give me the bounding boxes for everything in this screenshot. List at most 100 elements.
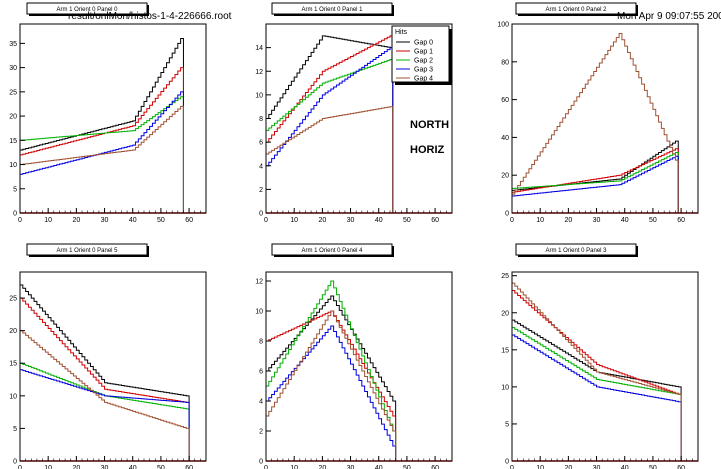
y-tick-label: 10	[255, 92, 263, 99]
histogram-series-gap-4	[265, 106, 394, 213]
y-tick-label: 0	[13, 459, 17, 466]
histogram-series-gap-3	[265, 325, 397, 461]
legend-entry: Gap 4	[414, 76, 433, 83]
y-tick-label: 25	[501, 273, 509, 280]
histogram-series-gap-3	[19, 91, 184, 213]
legend-box	[391, 25, 450, 83]
x-tick-label: 40	[621, 217, 629, 224]
x-tick-label: 10	[290, 217, 298, 224]
plot-frame	[19, 23, 207, 214]
histogram-series-gap-3	[19, 369, 190, 461]
histogram-series-gap-0	[265, 295, 397, 461]
panel-title: Arm 1 Orient 0 Panel 3	[545, 248, 607, 254]
x-tick-label: 50	[403, 465, 411, 469]
panel-title: Arm 1 Orient 0 Panel 0	[56, 7, 118, 13]
x-tick-label: 60	[677, 465, 685, 469]
y-tick-label: 2	[259, 187, 263, 194]
y-tick-label: 0	[505, 211, 509, 218]
y-tick-label: 15	[9, 361, 17, 368]
legend-title: Hits	[395, 29, 408, 36]
y-tick-label: 10	[255, 309, 263, 316]
panel-title: Arm 1 Orient 0 Panel 2	[545, 7, 607, 13]
x-tick-label: 40	[129, 465, 137, 469]
y-tick-label: 12	[255, 69, 263, 76]
x-tick-label: 20	[72, 465, 80, 469]
plot-frame	[511, 271, 699, 462]
x-tick-label: 60	[185, 465, 193, 469]
legend-entry: Gap 1	[414, 49, 433, 56]
y-tick-label: 8	[259, 339, 263, 346]
x-tick-label: 40	[375, 217, 383, 224]
x-tick-label: 30	[101, 217, 109, 224]
histogram-series-gap-1	[511, 290, 682, 461]
y-tick-label: 25	[9, 89, 17, 96]
histogram-series-gap-4	[265, 310, 397, 461]
x-tick-label: 0	[18, 217, 22, 224]
y-tick-label: 5	[13, 186, 17, 193]
x-tick-label: 50	[157, 217, 165, 224]
y-tick-label: 10	[9, 162, 17, 169]
histogram-series-gap-2	[265, 280, 397, 461]
x-tick-label: 0	[510, 465, 514, 469]
histogram-series-gap-3	[511, 155, 679, 213]
histogram-series-gap-4	[511, 282, 682, 461]
y-tick-label: 10	[9, 393, 17, 400]
y-tick-label: 4	[259, 163, 263, 170]
y-tick-label: 20	[9, 328, 17, 335]
histogram-series-gap-3	[511, 334, 682, 461]
y-tick-label: 40	[501, 135, 509, 142]
y-tick-label: 6	[259, 369, 263, 376]
histogram-series-gap-4	[19, 105, 184, 213]
x-tick-label: 50	[649, 465, 657, 469]
x-tick-label: 60	[431, 465, 439, 469]
plot-frame	[19, 271, 207, 462]
x-tick-label: 50	[157, 465, 165, 469]
x-tick-label: 10	[44, 217, 52, 224]
x-tick-label: 10	[290, 465, 298, 469]
x-tick-label: 30	[347, 217, 355, 224]
panel-title-box	[26, 243, 148, 256]
panel-title-box	[26, 2, 148, 15]
histogram-series-gap-4	[511, 32, 679, 213]
y-tick-label: 15	[9, 138, 17, 145]
y-tick-label: 0	[259, 459, 263, 466]
x-tick-label: 0	[264, 217, 268, 224]
y-tick-label: 100	[497, 22, 509, 29]
x-tick-label: 20	[564, 217, 572, 224]
y-tick-label: 20	[9, 114, 17, 121]
x-tick-label: 10	[44, 465, 52, 469]
x-tick-label: 10	[536, 217, 544, 224]
histogram-series-gap-2	[511, 152, 679, 213]
x-tick-label: 60	[185, 217, 193, 224]
x-tick-label: 20	[564, 465, 572, 469]
panel-title: Arm 1 Orient 0 Panel 4	[301, 248, 363, 254]
x-tick-label: 20	[318, 217, 326, 224]
plot-frame	[265, 271, 453, 462]
x-tick-label: 40	[129, 217, 137, 224]
y-tick-label: 80	[501, 59, 509, 66]
y-tick-label: 20	[501, 310, 509, 317]
histogram-series-gap-1	[19, 297, 190, 461]
histogram-series-gap-1	[511, 148, 679, 213]
panel-title-box	[271, 2, 393, 15]
histogram-series-gap-1	[19, 67, 184, 213]
histogram-series-gap-2	[511, 327, 682, 461]
panel-title-box	[515, 243, 637, 256]
histogram-series-gap-2	[265, 58, 394, 213]
y-tick-label: 0	[13, 211, 17, 218]
x-tick-label: 20	[318, 465, 326, 469]
north-label: NORTH	[410, 119, 450, 131]
legend-entry: Gap 2	[414, 58, 433, 65]
panel-title: Arm 1 Orient 0 Panel 5	[56, 248, 118, 254]
file-path-header: result/onlMon/histos-1-4-226666.root	[68, 11, 232, 22]
x-tick-label: 30	[593, 465, 601, 469]
histogram-series-gap-0	[19, 38, 184, 213]
histogram-series-gap-0	[511, 140, 679, 213]
x-tick-label: 50	[403, 217, 411, 224]
x-tick-label: 60	[431, 217, 439, 224]
y-tick-label: 0	[505, 459, 509, 466]
x-tick-label: 10	[536, 465, 544, 469]
x-tick-label: 60	[677, 217, 685, 224]
x-tick-label: 50	[649, 217, 657, 224]
histogram-series-gap-1	[265, 35, 394, 213]
